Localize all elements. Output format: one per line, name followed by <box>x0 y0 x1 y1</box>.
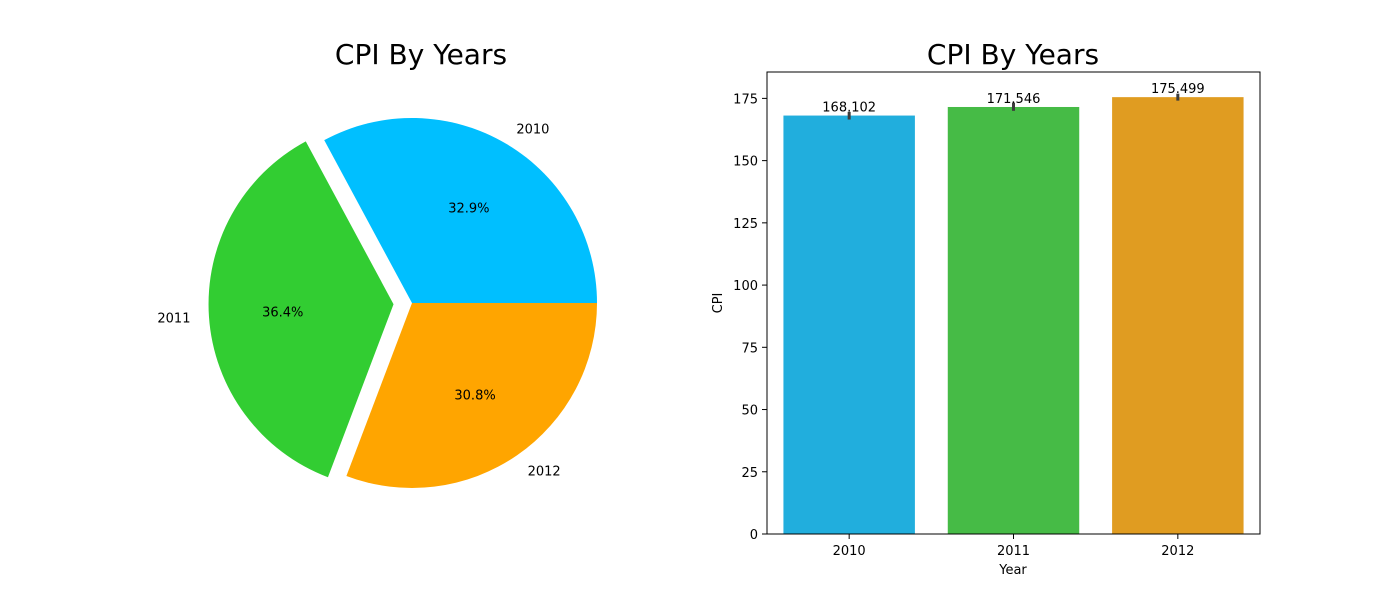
pie-slice-2012 <box>346 303 597 488</box>
pie-chart-title: CPI By Years <box>335 38 507 71</box>
y-axis-label: CPI <box>711 293 726 314</box>
pie-label-2011: 2011 <box>157 312 190 327</box>
pie-percent-2011: 36.4% <box>262 306 303 321</box>
bar-data-label-2012: 175.499 <box>1151 82 1205 97</box>
bar-data-label-2011: 171.546 <box>987 92 1041 107</box>
bar-2010 <box>783 115 915 534</box>
bar-data-labels: 168.102 171.546 175.499 <box>822 82 1204 115</box>
y-tick-label-100: 100 <box>733 279 758 294</box>
y-tick-label-125: 125 <box>733 217 758 232</box>
bar-chart-title: CPI By Years <box>927 38 1099 71</box>
x-tick-label-2011: 2011 <box>997 544 1030 559</box>
bar-data-label-2010: 168.102 <box>822 101 876 116</box>
y-tick-label-25: 25 <box>741 466 758 481</box>
x-axis: 2010 2011 2012 <box>833 534 1194 559</box>
pie-slices <box>208 118 597 488</box>
pie-chart: CPI By Years 2010 32.9% 2011 36.4% 2012 30.8% <box>157 38 597 488</box>
pie-slice-2010 <box>324 118 597 304</box>
x-tick-label-2010: 2010 <box>833 544 866 559</box>
y-tick-label-75: 75 <box>741 341 758 356</box>
pie-slice-2011 <box>208 141 394 478</box>
bars <box>783 97 1244 535</box>
bar-chart: CPI By Years 168.102 171.546 175.499 0 25 50… <box>711 38 1261 578</box>
pie-percent-2012: 30.8% <box>454 388 495 403</box>
y-tick-label-50: 50 <box>741 404 758 419</box>
bar-2011 <box>947 106 1080 535</box>
y-tick-label-150: 150 <box>733 155 758 170</box>
pie-label-2010: 2010 <box>516 122 549 137</box>
y-axis: 0 25 50 75 100 125 150 175 <box>733 92 767 543</box>
bar-2012 <box>1112 97 1244 535</box>
y-tick-label-175: 175 <box>733 92 758 107</box>
pie-label-2012: 2012 <box>528 464 561 479</box>
pie-labels: 2010 32.9% 2011 36.4% 2012 30.8% <box>157 122 560 479</box>
y-tick-label-0: 0 <box>750 528 758 543</box>
error-bars <box>847 93 1180 120</box>
x-axis-label: Year <box>998 563 1027 578</box>
pie-percent-2010: 32.9% <box>448 202 489 217</box>
x-tick-label-2012: 2012 <box>1161 544 1194 559</box>
